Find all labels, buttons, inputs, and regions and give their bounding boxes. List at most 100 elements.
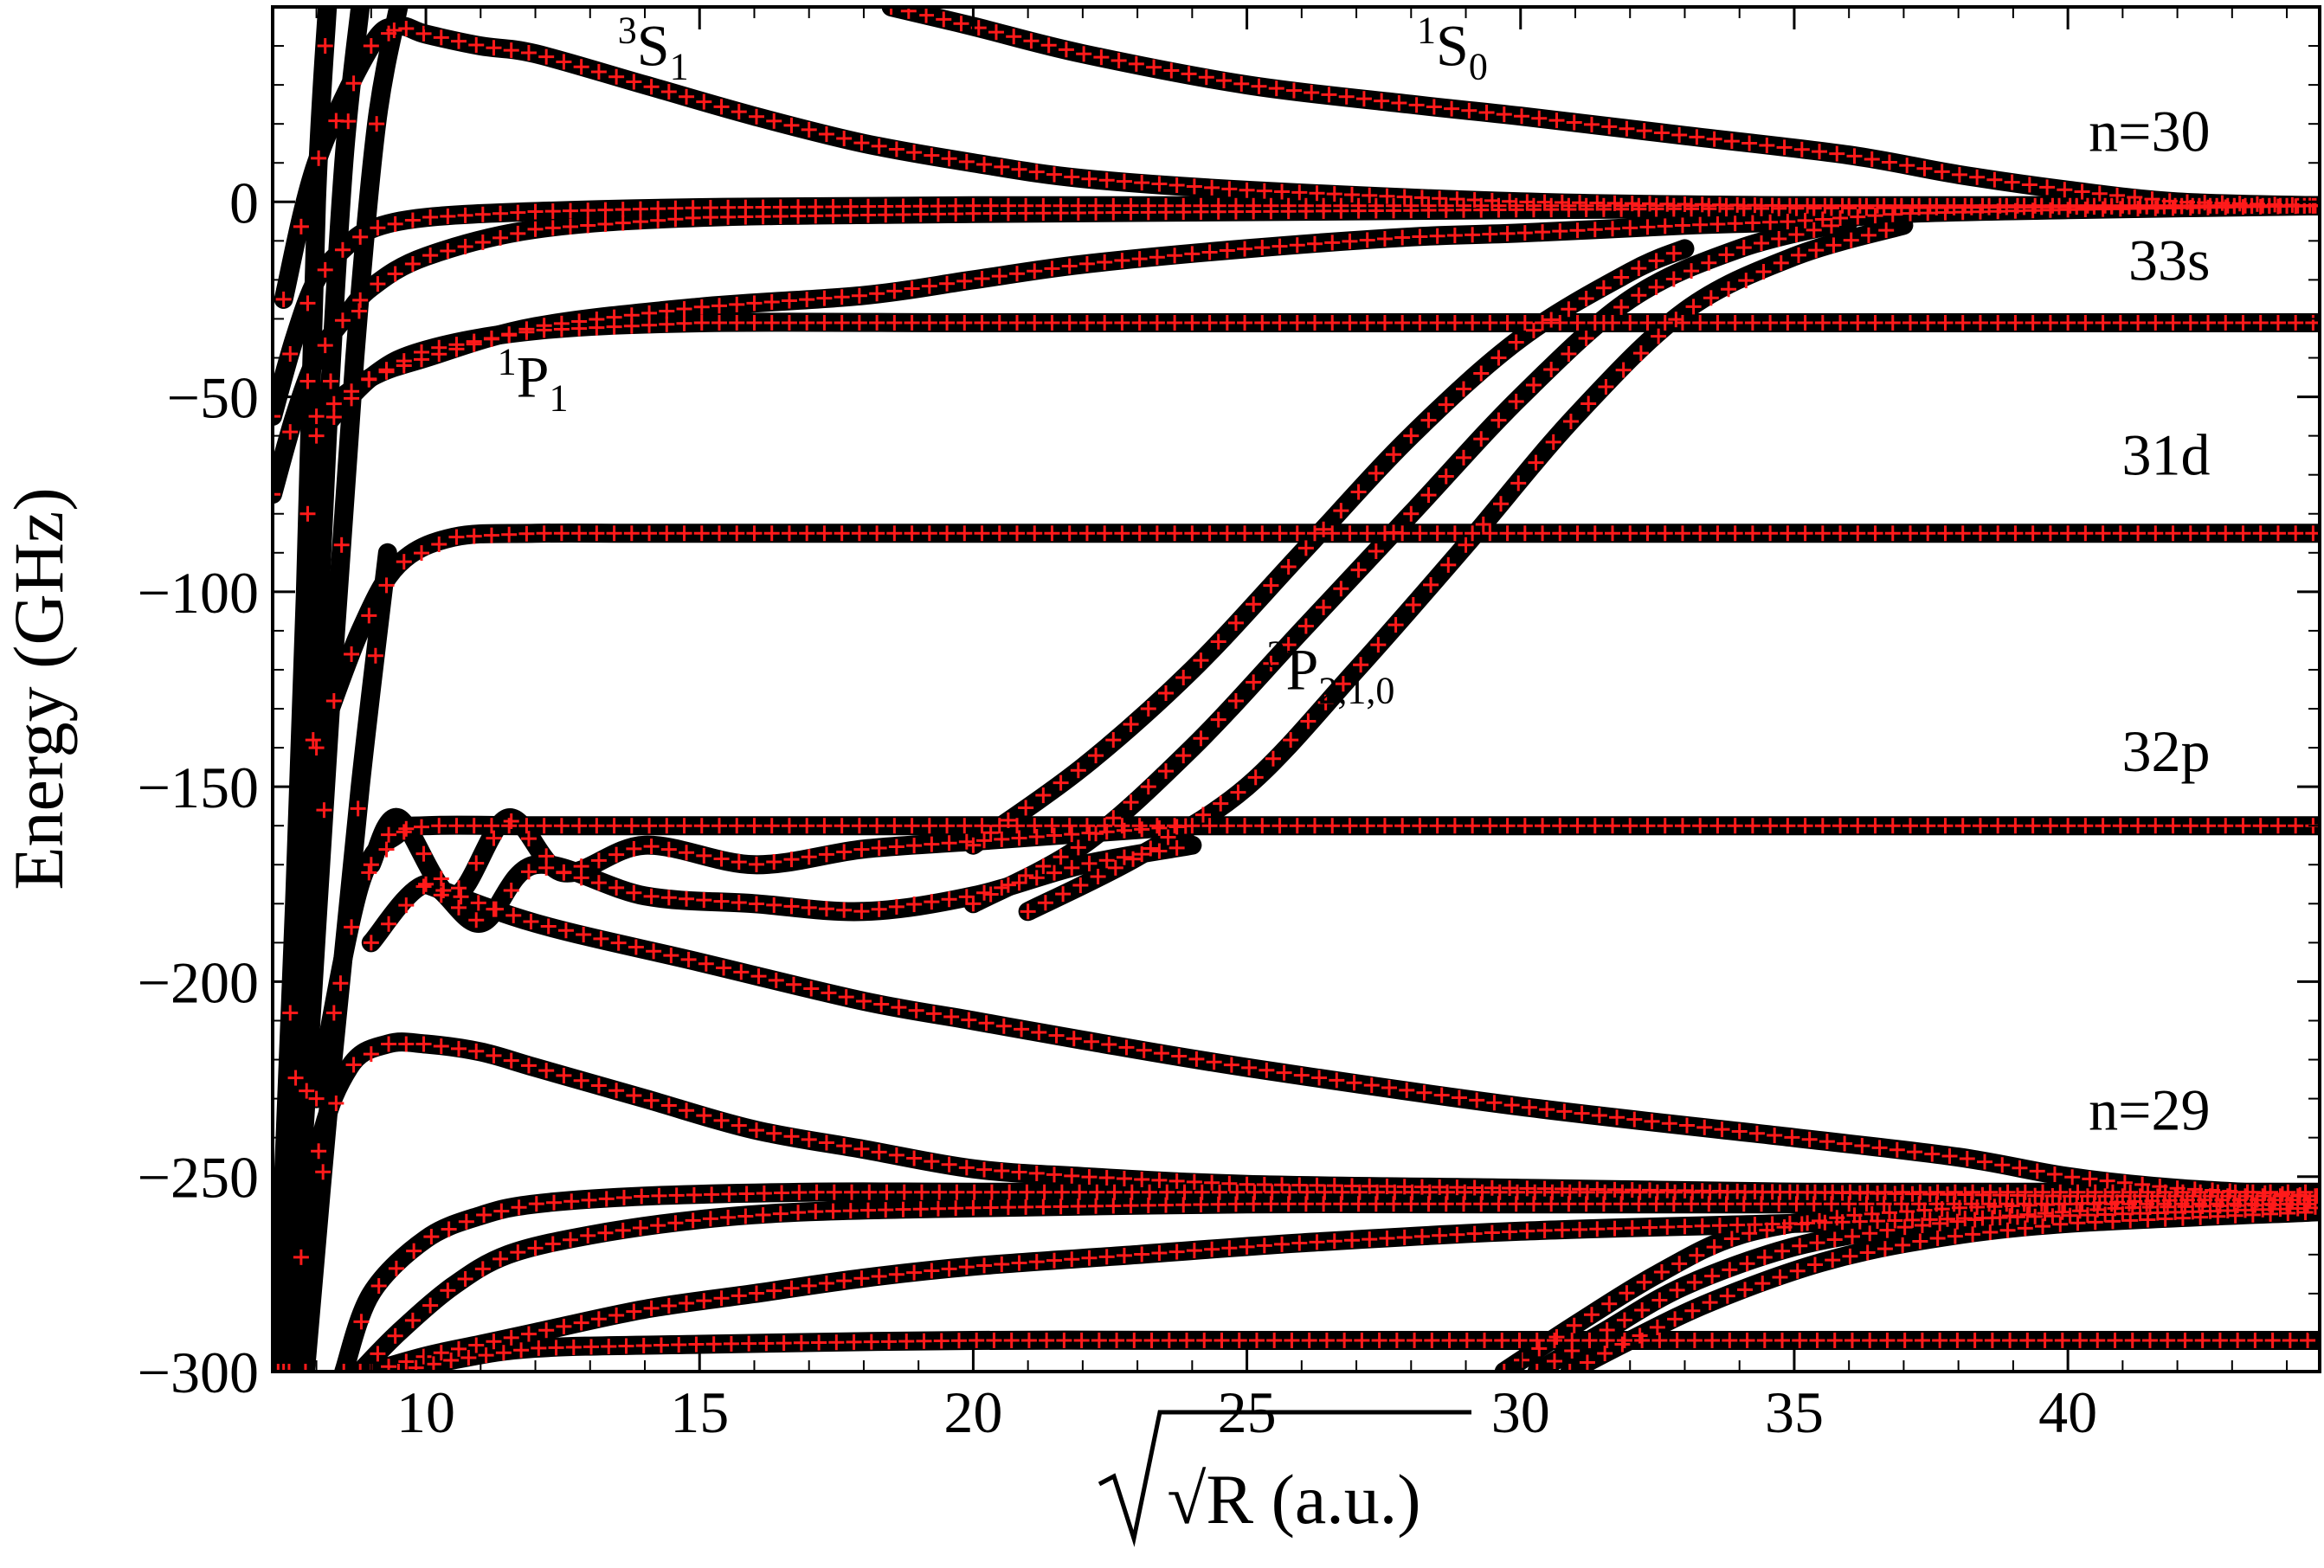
marker (1046, 166, 1062, 183)
marker (1023, 33, 1040, 49)
marker (685, 209, 701, 226)
marker (1552, 525, 1568, 542)
marker (1000, 812, 1016, 828)
marker (660, 84, 677, 100)
marker (1009, 266, 1025, 282)
marker (1639, 314, 1656, 331)
marker (615, 202, 631, 218)
marker (1797, 212, 1813, 228)
marker (1193, 652, 1209, 669)
marker (1867, 525, 1883, 542)
marker (1806, 200, 1822, 216)
marker (1747, 197, 1763, 214)
marker (860, 207, 876, 223)
marker (991, 314, 1007, 331)
marker (1543, 362, 1560, 378)
marker (2109, 187, 2126, 203)
marker (1605, 221, 1620, 237)
marker (2269, 525, 2286, 542)
marker (1219, 314, 1235, 331)
marker (1289, 525, 1305, 542)
marker (1508, 334, 1524, 350)
marker (982, 886, 999, 903)
marker (1449, 191, 1465, 208)
marker (1561, 202, 1577, 218)
marker (1525, 202, 1542, 218)
marker (1374, 93, 1390, 109)
marker (1193, 203, 1209, 220)
marker (1184, 525, 1201, 542)
x-tick-label: 20 (943, 1379, 1002, 1445)
marker (1799, 197, 1816, 214)
marker (1175, 669, 1192, 685)
marker (1514, 108, 1530, 125)
marker (1954, 525, 1971, 542)
marker (1937, 525, 1954, 542)
marker (1946, 199, 1962, 215)
marker (766, 112, 782, 129)
red-cross-markers (273, 7, 2320, 1372)
marker (851, 525, 867, 542)
marker (729, 296, 745, 312)
marker (1070, 762, 1086, 779)
marker (1613, 299, 1630, 315)
marker (626, 74, 642, 90)
marker (1338, 88, 1355, 105)
marker (2007, 525, 2024, 542)
marker (1622, 314, 1638, 331)
marker (1396, 189, 1413, 205)
x-tick-label: 30 (1491, 1379, 1550, 1445)
marker (1053, 205, 1069, 222)
marker (729, 525, 745, 542)
marker (1990, 203, 2006, 220)
marker (1595, 280, 1612, 296)
marker (1088, 748, 1104, 764)
marker (1741, 135, 1758, 151)
y-tick-label: −150 (138, 755, 259, 820)
marker (1846, 148, 1863, 164)
marker (1536, 194, 1553, 210)
marker (527, 221, 544, 237)
marker (1246, 203, 1262, 220)
marker (1061, 525, 1078, 542)
marker (1572, 195, 1588, 211)
marker (842, 207, 859, 223)
marker (1817, 197, 1833, 214)
marker (1473, 202, 1490, 218)
marker (799, 292, 815, 308)
marker (1316, 521, 1332, 537)
marker (2130, 314, 2147, 331)
marker (1280, 637, 1297, 653)
marker (2042, 525, 2058, 542)
marker (1496, 106, 1512, 123)
marker (1456, 449, 1471, 466)
marker (1473, 365, 1490, 382)
x-tick-label: 35 (1765, 1379, 1824, 1445)
marker (1636, 123, 1652, 139)
marker (474, 234, 491, 250)
marker (1432, 190, 1448, 207)
marker (1123, 204, 1139, 221)
marker (1639, 525, 1656, 542)
marker (344, 646, 360, 662)
marker (1163, 62, 1180, 79)
marker (1131, 251, 1148, 267)
marker (2095, 525, 2111, 542)
marker (556, 54, 572, 70)
marker (1263, 577, 1279, 594)
marker (1648, 279, 1664, 295)
marker (1525, 322, 1542, 338)
marker (1219, 242, 1235, 259)
marker (1605, 525, 1620, 542)
marker (2200, 199, 2216, 215)
marker (1465, 525, 1481, 542)
marker (2165, 525, 2181, 542)
marker (492, 205, 509, 222)
marker (1412, 525, 1428, 542)
marker (851, 287, 867, 304)
marker (974, 314, 990, 331)
marker (1631, 287, 1647, 304)
marker (1386, 524, 1402, 541)
marker (1254, 314, 1271, 331)
marker (2079, 197, 2095, 214)
